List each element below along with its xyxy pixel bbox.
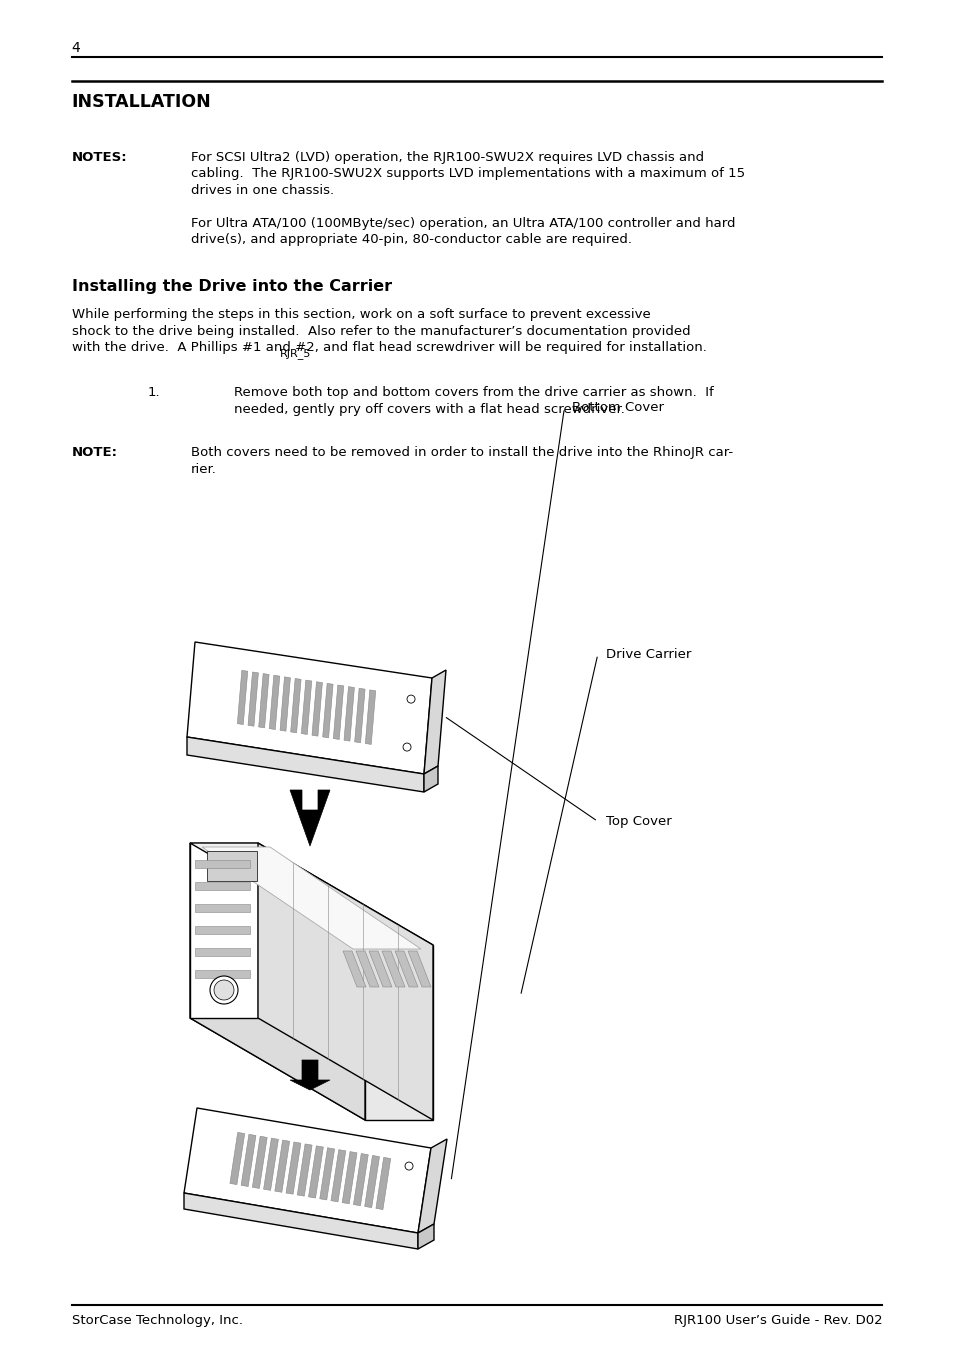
- Polygon shape: [343, 951, 366, 987]
- Polygon shape: [290, 790, 330, 846]
- Circle shape: [402, 743, 411, 752]
- Polygon shape: [184, 1192, 417, 1249]
- Text: INSTALLATION: INSTALLATION: [71, 93, 211, 111]
- Polygon shape: [322, 683, 333, 738]
- Polygon shape: [190, 843, 257, 1019]
- Text: Top Cover: Top Cover: [605, 815, 671, 828]
- Polygon shape: [355, 689, 365, 743]
- Text: While performing the steps in this section, work on a soft surface to prevent ex: While performing the steps in this secti…: [71, 308, 650, 320]
- Text: 1.: 1.: [148, 386, 160, 398]
- Circle shape: [405, 1162, 413, 1170]
- Polygon shape: [355, 951, 378, 987]
- Polygon shape: [301, 680, 312, 735]
- Text: Both covers need to be removed in order to install the drive into the RhinoJR ca: Both covers need to be removed in order …: [191, 446, 732, 459]
- Polygon shape: [312, 682, 322, 737]
- Text: Drive Carrier: Drive Carrier: [605, 648, 690, 661]
- Text: Bottom Cover: Bottom Cover: [572, 401, 663, 415]
- Polygon shape: [241, 1135, 255, 1187]
- Polygon shape: [423, 669, 446, 773]
- Polygon shape: [194, 971, 250, 977]
- Polygon shape: [207, 852, 256, 882]
- Polygon shape: [257, 843, 433, 1120]
- Text: needed, gently pry off covers with a flat head screwdriver.: needed, gently pry off covers with a fla…: [233, 402, 624, 416]
- Circle shape: [213, 980, 233, 999]
- Polygon shape: [408, 951, 431, 987]
- Polygon shape: [280, 676, 290, 731]
- Polygon shape: [364, 1155, 379, 1207]
- Polygon shape: [319, 1147, 335, 1201]
- Polygon shape: [187, 737, 423, 793]
- Polygon shape: [423, 767, 437, 793]
- Polygon shape: [274, 1140, 290, 1192]
- Polygon shape: [253, 1136, 267, 1188]
- Polygon shape: [331, 1150, 345, 1202]
- Text: RJR100 User’s Guide - Rev. D02: RJR100 User’s Guide - Rev. D02: [673, 1314, 882, 1327]
- Polygon shape: [290, 1060, 330, 1090]
- Polygon shape: [342, 1151, 356, 1203]
- Text: cabling.  The RJR100-SWU2X supports LVD implementations with a maximum of 15: cabling. The RJR100-SWU2X supports LVD i…: [191, 167, 744, 181]
- Text: NOTES:: NOTES:: [71, 151, 127, 163]
- Polygon shape: [230, 1132, 245, 1184]
- Text: For Ultra ATA/100 (100MByte/sec) operation, an Ultra ATA/100 controller and hard: For Ultra ATA/100 (100MByte/sec) operati…: [191, 216, 735, 230]
- Polygon shape: [194, 860, 250, 868]
- Text: Installing the Drive into the Carrier: Installing the Drive into the Carrier: [71, 279, 392, 294]
- Text: RJR_5: RJR_5: [280, 348, 311, 359]
- Polygon shape: [190, 1019, 433, 1120]
- Polygon shape: [353, 1154, 368, 1206]
- Polygon shape: [202, 847, 420, 949]
- Text: 4: 4: [71, 41, 80, 55]
- Text: with the drive.  A Phillips #1 and #2, and flat head screwdriver will be require: with the drive. A Phillips #1 and #2, an…: [71, 341, 705, 355]
- Polygon shape: [269, 675, 279, 730]
- Text: Remove both top and bottom covers from the drive carrier as shown.  If: Remove both top and bottom covers from t…: [233, 386, 713, 398]
- Text: rier.: rier.: [191, 463, 216, 476]
- Polygon shape: [333, 684, 343, 739]
- Polygon shape: [381, 951, 405, 987]
- Polygon shape: [344, 687, 354, 741]
- Polygon shape: [190, 843, 433, 945]
- Polygon shape: [291, 679, 301, 732]
- Polygon shape: [194, 904, 250, 912]
- Text: For SCSI Ultra2 (LVD) operation, the RJR100-SWU2X requires LVD chassis and: For SCSI Ultra2 (LVD) operation, the RJR…: [191, 151, 703, 163]
- Polygon shape: [297, 1144, 312, 1197]
- Polygon shape: [369, 951, 392, 987]
- Polygon shape: [417, 1139, 447, 1233]
- Text: shock to the drive being installed.  Also refer to the manufacturer’s documentat: shock to the drive being installed. Also…: [71, 324, 689, 338]
- Polygon shape: [263, 1138, 278, 1191]
- Circle shape: [407, 695, 415, 704]
- Circle shape: [210, 976, 237, 1003]
- Polygon shape: [375, 1157, 391, 1210]
- Polygon shape: [395, 951, 417, 987]
- Polygon shape: [194, 882, 250, 890]
- Polygon shape: [190, 843, 365, 1120]
- Polygon shape: [194, 947, 250, 956]
- Polygon shape: [365, 690, 375, 745]
- Polygon shape: [237, 671, 248, 724]
- Polygon shape: [308, 1146, 323, 1198]
- Polygon shape: [184, 1108, 431, 1233]
- Polygon shape: [365, 945, 433, 1120]
- Text: StorCase Technology, Inc.: StorCase Technology, Inc.: [71, 1314, 242, 1327]
- Text: NOTE:: NOTE:: [71, 446, 117, 459]
- Polygon shape: [417, 1224, 434, 1249]
- Polygon shape: [187, 642, 432, 773]
- Polygon shape: [258, 674, 269, 728]
- Polygon shape: [194, 925, 250, 934]
- Text: drive(s), and appropriate 40-pin, 80-conductor cable are required.: drive(s), and appropriate 40-pin, 80-con…: [191, 233, 631, 246]
- Polygon shape: [248, 672, 258, 726]
- Text: drives in one chassis.: drives in one chassis.: [191, 183, 334, 197]
- Polygon shape: [286, 1142, 300, 1194]
